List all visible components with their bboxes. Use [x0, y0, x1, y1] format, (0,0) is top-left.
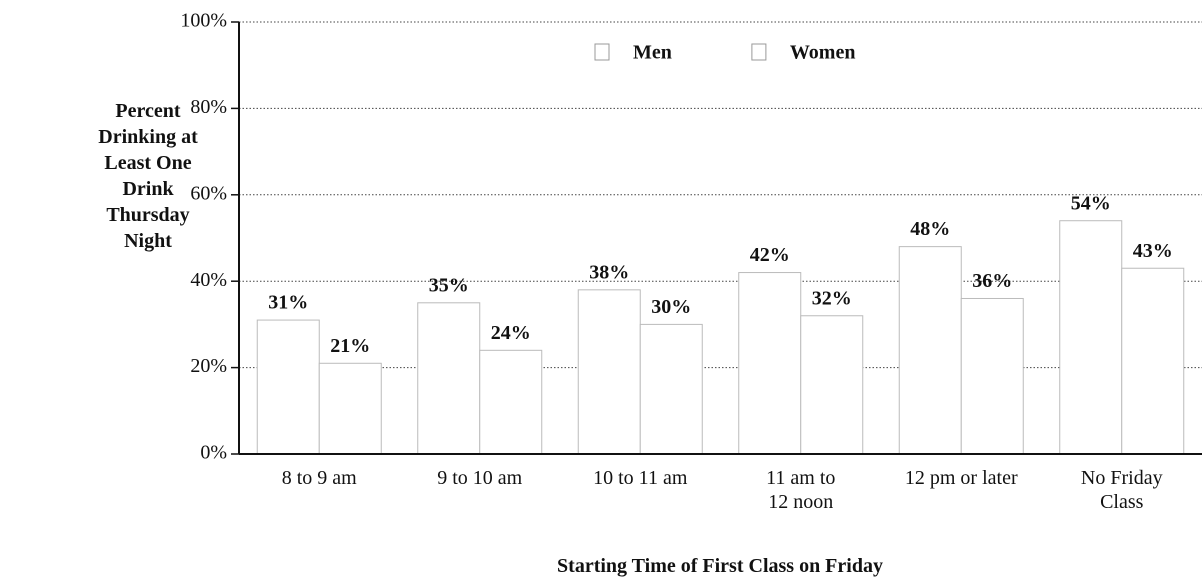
bar — [800, 315, 864, 455]
value-label: 48% — [910, 218, 950, 240]
bar — [256, 319, 320, 455]
bar — [898, 246, 962, 455]
x-tick-label: 12 pm or later — [904, 467, 1018, 489]
value-label: 31% — [268, 292, 308, 314]
value-label: 54% — [1071, 192, 1111, 214]
bar — [639, 323, 703, 455]
bar — [1059, 220, 1123, 455]
y-tick-label: 80% — [190, 96, 227, 118]
legend-label: Men — [633, 42, 672, 64]
value-label: 24% — [491, 322, 531, 344]
bar — [738, 272, 802, 455]
y-tick-label: 100% — [180, 10, 227, 32]
value-label: 38% — [589, 261, 629, 283]
value-label: 21% — [330, 335, 370, 357]
legend-swatch — [751, 43, 767, 61]
bar — [479, 349, 543, 455]
bar — [577, 289, 641, 455]
value-label: 43% — [1133, 240, 1173, 262]
y-tick-label: 40% — [190, 269, 227, 291]
value-label: 35% — [429, 274, 469, 296]
y-tick-label: 0% — [200, 442, 227, 464]
x-tick-label: No Friday Class — [1080, 467, 1163, 513]
y-tick-label: 60% — [190, 182, 227, 204]
legend-swatch — [594, 43, 610, 61]
x-tick-label: 9 to 10 am — [437, 467, 523, 489]
bar — [318, 362, 382, 455]
x-tick-label: 8 to 9 am — [281, 467, 357, 489]
bar — [1121, 267, 1185, 455]
x-tick-label: 11 am to 12 noon — [766, 467, 836, 513]
y-axis-label: Percent Drinking at Least One Drink Thur… — [98, 100, 198, 252]
x-tick-label: 10 to 11 am — [593, 467, 688, 489]
value-label: 30% — [651, 296, 691, 318]
value-label: 42% — [750, 244, 790, 266]
x-axis-label: Starting Time of First Class on Friday — [557, 555, 883, 577]
value-label: 32% — [812, 287, 852, 309]
legend-label: Women — [790, 42, 856, 64]
bar — [417, 302, 481, 455]
bar — [960, 297, 1024, 455]
y-tick-label: 20% — [190, 355, 227, 377]
value-label: 36% — [972, 270, 1012, 292]
